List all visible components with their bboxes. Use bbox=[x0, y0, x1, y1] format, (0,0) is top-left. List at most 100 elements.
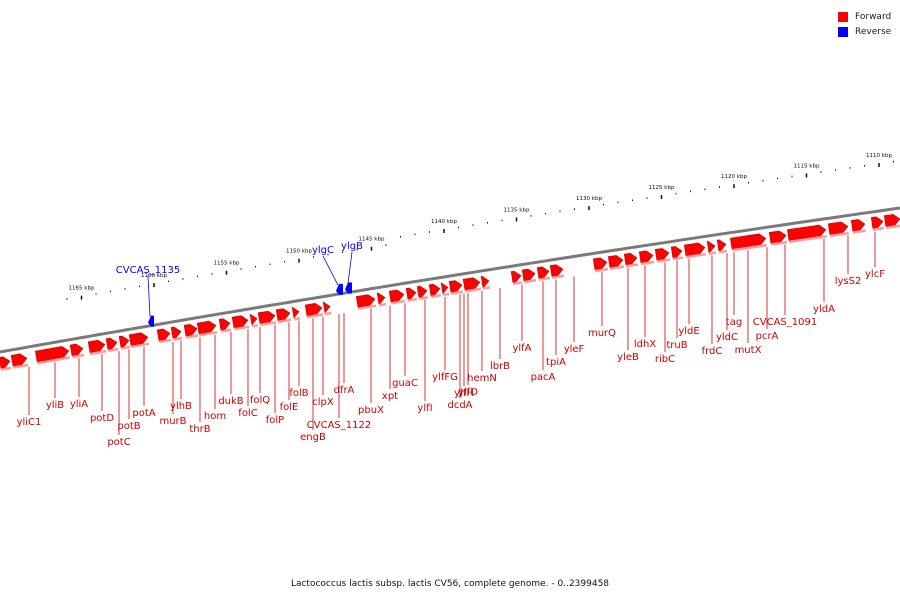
gene-label[interactable]: lbrB bbox=[490, 361, 510, 372]
gene-forward-arrow-body bbox=[623, 252, 638, 266]
gene-forward-arrow-body bbox=[34, 346, 70, 363]
gene-label[interactable]: folE bbox=[280, 402, 299, 413]
gene-label[interactable]: ylcF bbox=[865, 269, 885, 280]
gene-label[interactable]: potB bbox=[117, 421, 140, 432]
gene-label[interactable]: ribC bbox=[655, 354, 675, 365]
gene-forward-arrow-body bbox=[304, 303, 323, 317]
gene-label[interactable]: ldhX bbox=[634, 339, 656, 350]
gene-label[interactable]: CVCAS_1091 bbox=[753, 317, 817, 328]
gene-forward-arrow bbox=[322, 301, 332, 316]
gene-forward-arrow-shadow bbox=[277, 318, 292, 324]
gene-label[interactable]: folC bbox=[238, 408, 257, 419]
gene-forward-arrow-shadow bbox=[885, 224, 900, 230]
gene-label[interactable]: mutX bbox=[735, 345, 762, 356]
gene-forward-arrow-shadow bbox=[551, 274, 565, 279]
gene-label[interactable]: pbuX bbox=[358, 405, 384, 416]
reverse-gene-label[interactable]: ylgB bbox=[341, 241, 363, 252]
gene-forward-arrow-shadow bbox=[324, 311, 332, 316]
gene-label[interactable]: yliA bbox=[70, 399, 88, 410]
gene-forward-arrow-body bbox=[706, 241, 716, 253]
gene-label[interactable]: ylhB bbox=[170, 401, 192, 412]
gene-forward-arrow-body bbox=[231, 315, 249, 329]
gene-label[interactable]: clpX bbox=[312, 397, 334, 408]
gene-forward-arrow bbox=[34, 346, 71, 365]
gene-forward-arrow bbox=[480, 275, 491, 290]
gene-label[interactable]: ylfI bbox=[417, 403, 432, 414]
gene-label[interactable]: tpiA bbox=[546, 357, 566, 368]
gene-label[interactable]: xpt bbox=[382, 391, 398, 402]
gene-label[interactable]: hemN bbox=[467, 373, 497, 384]
gene-label[interactable]: thrB bbox=[189, 424, 210, 435]
gene-label[interactable]: CVCAS_1122 bbox=[307, 420, 371, 431]
legend-forward[interactable]: Forward bbox=[838, 9, 891, 24]
gene-forward-arrow bbox=[69, 343, 85, 359]
forward-swatch bbox=[838, 11, 848, 22]
gene-label[interactable]: potC bbox=[107, 437, 130, 448]
ruler-label: 1150 kbp bbox=[286, 249, 312, 255]
gene-label[interactable]: potD bbox=[90, 413, 114, 424]
gene-label[interactable]: pcrA bbox=[756, 331, 779, 342]
gene-label[interactable]: ylfA bbox=[512, 343, 531, 354]
gene-forward-arrow-body bbox=[69, 343, 84, 357]
map-caption: Lactococcus lactis subsp. lactis CV56, c… bbox=[290, 579, 610, 589]
gene-forward-arrow bbox=[170, 326, 183, 341]
gene-label[interactable]: yldC bbox=[716, 332, 738, 343]
gene-forward-arrow-body bbox=[683, 242, 706, 257]
gene-forward-arrow bbox=[521, 268, 537, 284]
gene-label[interactable]: ylfD bbox=[458, 387, 478, 398]
gene-forward-arrow bbox=[654, 248, 671, 263]
gene-label[interactable]: yldE bbox=[678, 326, 699, 337]
gene-label[interactable]: ylfH bbox=[454, 388, 474, 399]
gene-label[interactable]: murQ bbox=[588, 328, 616, 339]
gene-label[interactable]: folQ bbox=[250, 395, 270, 406]
ruler-label: 1120 kbp bbox=[721, 174, 747, 180]
gene-track bbox=[0, 214, 900, 371]
gene-forward-arrow-shadow bbox=[378, 302, 387, 307]
gene-label[interactable]: lysS2 bbox=[835, 276, 862, 287]
gene-label[interactable]: truB bbox=[666, 340, 687, 351]
gene-forward-arrow-body bbox=[428, 283, 441, 296]
gene-label[interactable]: tag bbox=[726, 317, 742, 328]
gene-forward-arrow-body bbox=[883, 214, 900, 227]
gene-label[interactable]: engB bbox=[300, 432, 326, 443]
gene-forward-arrow-body bbox=[654, 248, 670, 261]
gene-label[interactable]: pacA bbox=[531, 372, 556, 383]
gene-label[interactable]: hom bbox=[204, 411, 226, 422]
gene-forward-arrow bbox=[428, 283, 442, 299]
gene-label[interactable]: dcdA bbox=[447, 400, 472, 411]
gene-forward-arrow-shadow bbox=[788, 235, 827, 244]
gene-forward-arrow-shadow bbox=[464, 287, 482, 293]
gene-forward-arrow bbox=[883, 214, 900, 230]
gene-label[interactable]: guaC bbox=[392, 378, 418, 389]
gene-forward-arrow-shadow bbox=[625, 263, 639, 268]
gene-label[interactable]: yliB bbox=[46, 400, 64, 411]
gene-label[interactable]: frdC bbox=[702, 346, 723, 357]
reverse-gene-label[interactable]: CVCAS_1135 bbox=[116, 265, 180, 276]
gene-label[interactable]: yldA bbox=[813, 304, 835, 315]
gene-forward-arrow-body bbox=[170, 326, 182, 339]
gene-forward-arrow bbox=[156, 328, 172, 344]
gene-label[interactable]: folP bbox=[266, 415, 284, 426]
gene-label[interactable]: yleB bbox=[617, 352, 639, 363]
gene-forward-arrow-shadow bbox=[708, 251, 717, 255]
ruler-label: 1110 kbp bbox=[866, 153, 892, 159]
gene-forward-arrow bbox=[706, 241, 717, 255]
reverse-gene-label[interactable]: ylgC bbox=[312, 245, 334, 256]
gene-label[interactable]: yleF bbox=[564, 344, 585, 355]
gene-label[interactable]: murB bbox=[159, 416, 186, 427]
gene-forward-arrow bbox=[105, 337, 119, 353]
gene-label[interactable]: ylfFG bbox=[432, 372, 458, 383]
gene-forward-arrow-body bbox=[0, 356, 11, 369]
gene-label[interactable]: folB bbox=[289, 388, 308, 399]
gene-label[interactable]: potA bbox=[132, 408, 155, 419]
legend-reverse[interactable]: Reverse bbox=[838, 24, 891, 39]
gene-forward-arrow-body bbox=[850, 219, 866, 232]
gene-label[interactable]: dukB bbox=[218, 396, 243, 407]
gene-forward-arrow-shadow bbox=[159, 338, 172, 344]
gene-label[interactable]: yliC1 bbox=[17, 417, 42, 428]
gene-forward-arrow-body bbox=[118, 335, 130, 348]
gene-forward-arrow-body bbox=[405, 287, 417, 300]
gene-forward-arrow bbox=[850, 219, 867, 234]
gene-label[interactable]: dfrA bbox=[334, 385, 355, 396]
gene-forward-arrow-shadow bbox=[37, 356, 71, 365]
